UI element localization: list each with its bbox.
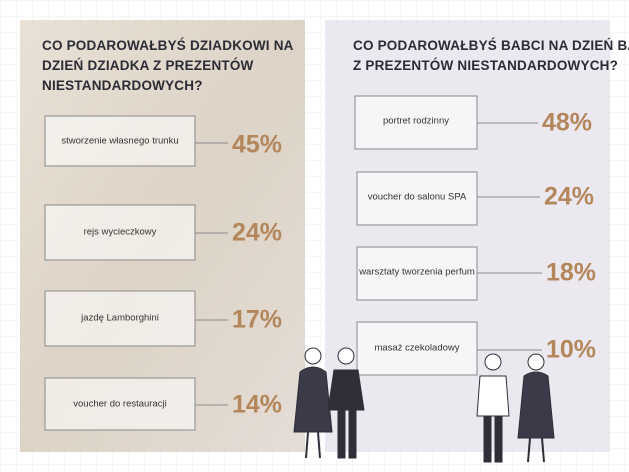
item-value: 18% — [546, 259, 596, 287]
item-value: 14% — [232, 391, 282, 419]
couple-illustration — [293, 347, 365, 459]
right-panel — [325, 20, 610, 452]
item-value: 48% — [542, 109, 592, 137]
item-value: 24% — [544, 183, 594, 211]
item-box — [44, 377, 196, 431]
panel-title: CO PODAROWAŁBYŚ BABCI NA DZIEŃ BABCI — [353, 38, 629, 53]
item-label: voucher do salonu SPA — [368, 192, 467, 203]
item-box — [44, 204, 196, 261]
item-value: 17% — [232, 306, 282, 334]
item-label: rejs wycieczkowy — [84, 227, 157, 238]
panel-title: CO PODAROWAŁBYŚ DZIADKOWI NA — [42, 38, 294, 53]
panel-title: NIESTANDARDOWYCH? — [42, 78, 203, 93]
item-box — [356, 321, 478, 376]
item-box — [44, 290, 196, 347]
couple-illustration — [476, 353, 555, 463]
item-label: masaż czekoladowy — [374, 343, 459, 354]
item-label: portret rodzinny — [383, 116, 449, 127]
panel-title: Z PREZENTÓW NIESTANDARDOWYCH? — [353, 58, 618, 73]
item-label: voucher do restauracji — [73, 399, 166, 410]
item-box — [356, 171, 478, 226]
item-box — [354, 95, 478, 150]
item-box — [356, 246, 478, 301]
item-label: stworzenie własnego trunku — [61, 136, 178, 147]
item-value: 10% — [546, 336, 596, 364]
item-label: warsztaty tworzenia perfum — [358, 267, 475, 278]
item-label: jazdę Lamborghini — [80, 313, 159, 324]
item-box — [44, 115, 196, 167]
item-value: 24% — [232, 219, 282, 247]
item-value: 45% — [232, 131, 282, 159]
panel-title: DZIEŃ DZIADKA Z PREZENTÓW — [42, 58, 254, 73]
